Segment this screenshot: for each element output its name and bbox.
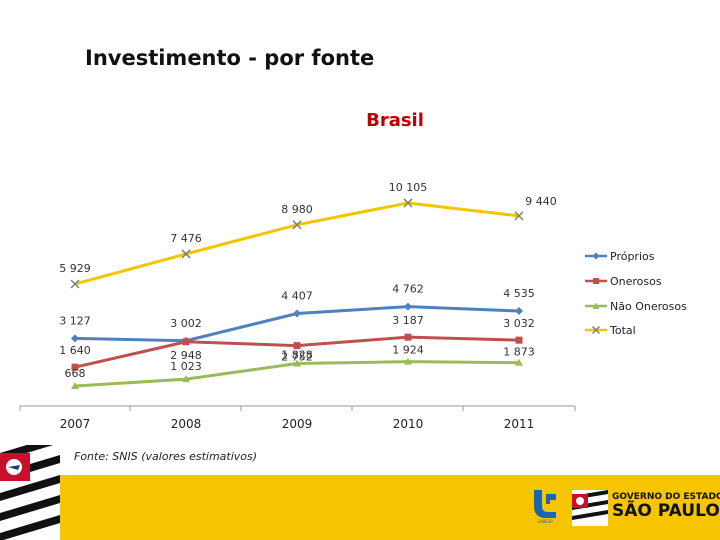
point-total-2009 bbox=[292, 220, 302, 230]
point-onerosos-2008 bbox=[182, 338, 190, 346]
data-label-próprios-2008: 3 002 bbox=[170, 317, 202, 330]
x-tick-label-2011: 2011 bbox=[504, 417, 535, 431]
legend-label-3: Total bbox=[609, 324, 636, 337]
x-tick-label-2007: 2007 bbox=[60, 417, 91, 431]
sabesp-logo-text: SABESP bbox=[537, 519, 553, 524]
data-label-não-onerosos-2010: 1 924 bbox=[392, 344, 424, 357]
point-não-onerosos-2008 bbox=[182, 375, 190, 383]
page-title: Investimento - por fonte bbox=[85, 46, 375, 70]
data-label-total-2009: 8 980 bbox=[281, 203, 313, 216]
point-total-2010 bbox=[403, 198, 413, 208]
point-próprios-2010 bbox=[404, 302, 412, 311]
data-label-onerosos-2009: 2 752 bbox=[281, 351, 313, 364]
data-label-não-onerosos-2008: 1 023 bbox=[170, 360, 202, 373]
point-total-2008 bbox=[181, 249, 191, 259]
point-não-onerosos-2010 bbox=[404, 357, 412, 365]
data-label-total-2007: 5 929 bbox=[59, 262, 91, 275]
point-próprios-2011 bbox=[515, 307, 523, 316]
legend-marker-0 bbox=[592, 252, 600, 260]
point-não-onerosos-2011 bbox=[515, 358, 523, 366]
data-label-total-2011: 9 440 bbox=[525, 195, 557, 208]
data-label-onerosos-2007: 1 640 bbox=[59, 344, 91, 357]
point-total-2011 bbox=[514, 211, 524, 221]
source-note: Fonte: SNIS (valores estimativos) bbox=[74, 450, 258, 463]
sp-flag-stripes bbox=[0, 445, 60, 540]
point-onerosos-2009 bbox=[293, 342, 301, 350]
legend-label-1: Onerosos bbox=[610, 275, 662, 288]
point-não-onerosos-2007 bbox=[71, 382, 79, 390]
legend-label-0: Próprios bbox=[610, 250, 655, 263]
data-label-não-onerosos-2011: 1 873 bbox=[503, 346, 535, 359]
gov-line: GOVERNO DO ESTADO bbox=[612, 492, 720, 502]
data-label-próprios-2007: 3 127 bbox=[59, 314, 91, 327]
data-label-não-onerosos-2007: 668 bbox=[65, 367, 86, 380]
x-tick-label-2010: 2010 bbox=[393, 417, 424, 431]
data-label-próprios-2010: 4 762 bbox=[392, 283, 424, 296]
data-label-onerosos-2008: 2 948 bbox=[170, 349, 202, 362]
x-tick-label-2009: 2009 bbox=[282, 417, 313, 431]
data-label-onerosos-2010: 3 187 bbox=[392, 314, 424, 327]
data-label-próprios-2011: 4 535 bbox=[503, 287, 535, 300]
data-label-não-onerosos-2009: 1 828 bbox=[281, 349, 313, 362]
point-total-2007 bbox=[70, 279, 80, 289]
data-label-onerosos-2011: 3 032 bbox=[503, 317, 535, 330]
legend-marker-2 bbox=[592, 302, 600, 309]
sabesp-logo: SABESP bbox=[530, 488, 560, 524]
data-label-total-2008: 7 476 bbox=[170, 232, 202, 245]
point-onerosos-2010 bbox=[404, 333, 412, 341]
point-onerosos-2011 bbox=[515, 336, 523, 344]
data-label-próprios-2009: 4 407 bbox=[281, 290, 313, 303]
point-onerosos-2007 bbox=[71, 363, 79, 371]
state-name: SÃO PAULO bbox=[612, 501, 720, 521]
legend-marker-1 bbox=[593, 278, 599, 284]
legend-label-2: Não Onerosos bbox=[610, 300, 687, 313]
x-tick-label-2008: 2008 bbox=[171, 417, 202, 431]
data-label-total-2010: 10 105 bbox=[389, 181, 428, 194]
line-chart: 2007 2008 2009 2010 2011 3 127 3 002 4 407 4 762… bbox=[19, 181, 687, 431]
point-não-onerosos-2009 bbox=[293, 359, 301, 367]
point-próprios-2009 bbox=[293, 309, 301, 318]
point-próprios-2007 bbox=[71, 334, 79, 343]
legend-marker-3 bbox=[591, 325, 601, 335]
chart-title: Brasil bbox=[366, 110, 424, 131]
